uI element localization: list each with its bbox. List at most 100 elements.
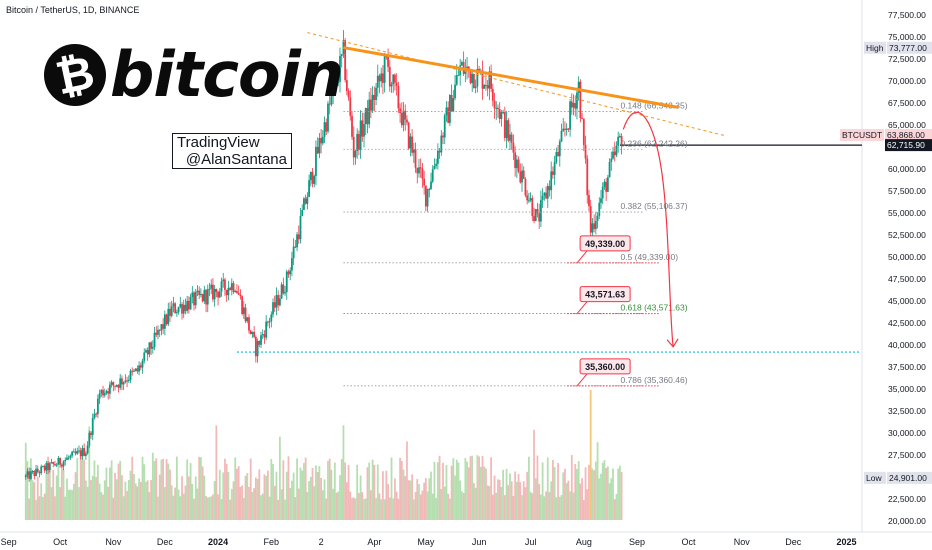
volume-bar — [40, 483, 43, 520]
volume-bar — [117, 463, 120, 520]
volume-bar — [478, 456, 480, 520]
candle-body — [282, 284, 285, 294]
candle-body — [376, 75, 379, 88]
price-tag-pointer — [576, 250, 588, 264]
candle-body — [318, 138, 321, 154]
candle-body — [582, 118, 585, 146]
volume-bar — [356, 464, 359, 520]
volume-bar — [576, 468, 578, 520]
volume-bar — [254, 477, 257, 520]
candle-body — [191, 292, 194, 298]
candle-body — [469, 71, 472, 84]
volume-bar — [325, 498, 328, 520]
volume-bar — [242, 497, 245, 520]
candle-body — [586, 158, 589, 196]
candle-body — [560, 130, 563, 142]
volume-bar — [473, 483, 475, 520]
candle-body — [526, 195, 529, 201]
volume-bar — [550, 481, 553, 520]
volume-bar — [457, 462, 460, 520]
candle-body — [342, 40, 345, 55]
volume-bar — [545, 491, 547, 520]
candle-body — [361, 120, 364, 137]
candle-body — [163, 314, 166, 329]
volume-bar — [139, 482, 142, 520]
volume-bar — [153, 461, 156, 520]
candle-body — [402, 110, 405, 126]
candle-body — [333, 78, 336, 85]
candle-body — [404, 110, 407, 120]
volume-bar — [406, 441, 408, 520]
time-tick-label: Dec — [785, 537, 802, 547]
volume-bar — [38, 496, 41, 520]
volume-bar — [424, 478, 427, 520]
volume-bar — [155, 458, 158, 520]
volume-bar — [493, 475, 496, 520]
volume-bar — [375, 498, 377, 520]
candle-body — [194, 292, 197, 306]
volume-bar — [239, 486, 242, 520]
candle-body — [139, 365, 142, 368]
candle-body — [448, 95, 451, 123]
volume-bar — [589, 390, 592, 520]
volume-bar — [459, 480, 462, 520]
candle-body — [589, 206, 592, 233]
volume-bar — [258, 469, 261, 520]
volume-bar — [115, 479, 118, 520]
candle-body — [301, 209, 304, 216]
candle-body — [249, 330, 252, 335]
price-tick-label: 30,000.00 — [888, 428, 926, 438]
candle-body — [390, 84, 393, 87]
candle-body — [476, 68, 479, 87]
candle-body — [382, 73, 384, 83]
volume-bar — [373, 464, 376, 520]
volume-bar — [45, 473, 48, 520]
volume-bar — [447, 493, 450, 520]
volume-bar — [42, 496, 44, 520]
candle-body — [297, 234, 300, 240]
volume-bar — [409, 480, 412, 520]
candle-body — [352, 136, 355, 158]
candle-body — [493, 100, 496, 109]
volume-bar — [78, 487, 80, 520]
candle-body — [373, 94, 376, 101]
volume-bar — [141, 456, 144, 520]
volume-bar — [469, 456, 472, 520]
time-tick-label: Jul — [525, 537, 537, 547]
price-tag-label: 49,339.00 — [585, 239, 625, 249]
volume-bar — [35, 499, 37, 520]
candle-body — [510, 134, 513, 143]
candle-body — [169, 308, 171, 316]
candle-body — [33, 471, 36, 476]
candle-body — [423, 178, 426, 186]
candle-body — [158, 329, 161, 331]
volume-bar — [416, 478, 419, 520]
candle-body — [136, 368, 139, 372]
candle-body — [438, 150, 441, 153]
volume-bar — [114, 472, 116, 520]
candle-body — [47, 463, 49, 471]
volume-bar — [59, 487, 61, 520]
volume-bar — [357, 493, 360, 520]
candle-body — [400, 113, 403, 126]
candle-body — [201, 294, 204, 302]
volume-bar — [294, 497, 297, 520]
candle-body — [567, 128, 570, 130]
volume-bar — [299, 467, 302, 520]
candle-body — [107, 391, 110, 394]
candle-body — [187, 300, 190, 310]
volume-bar — [462, 493, 465, 520]
volume-bar — [454, 475, 456, 520]
volume-bar — [337, 491, 340, 520]
volume-bar — [430, 471, 432, 520]
candle-body — [117, 384, 120, 388]
trendline-main — [343, 46, 679, 109]
candle-body — [545, 192, 547, 199]
candle-body — [394, 74, 396, 83]
candle-body — [35, 468, 37, 476]
candle-body — [502, 111, 505, 113]
candle-body — [490, 71, 492, 89]
volume-bar — [76, 457, 79, 520]
volume-bar — [521, 495, 523, 520]
